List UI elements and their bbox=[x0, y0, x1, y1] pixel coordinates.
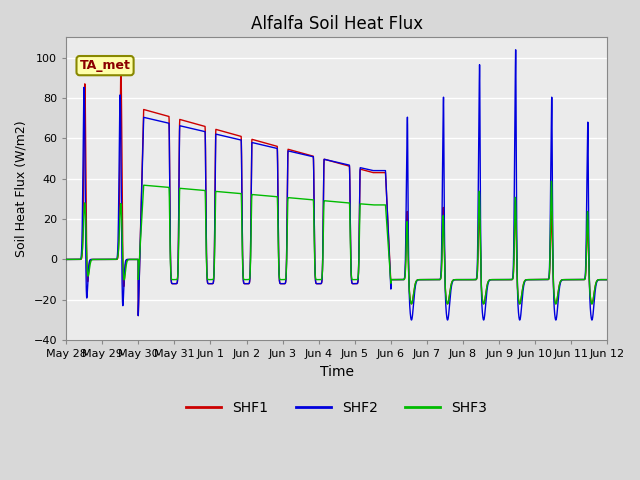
Legend: SHF1, SHF2, SHF3: SHF1, SHF2, SHF3 bbox=[181, 396, 493, 421]
Y-axis label: Soil Heat Flux (W/m2): Soil Heat Flux (W/m2) bbox=[15, 120, 28, 257]
X-axis label: Time: Time bbox=[320, 365, 354, 379]
Title: Alfalfa Soil Heat Flux: Alfalfa Soil Heat Flux bbox=[251, 15, 423, 33]
Text: TA_met: TA_met bbox=[79, 59, 131, 72]
